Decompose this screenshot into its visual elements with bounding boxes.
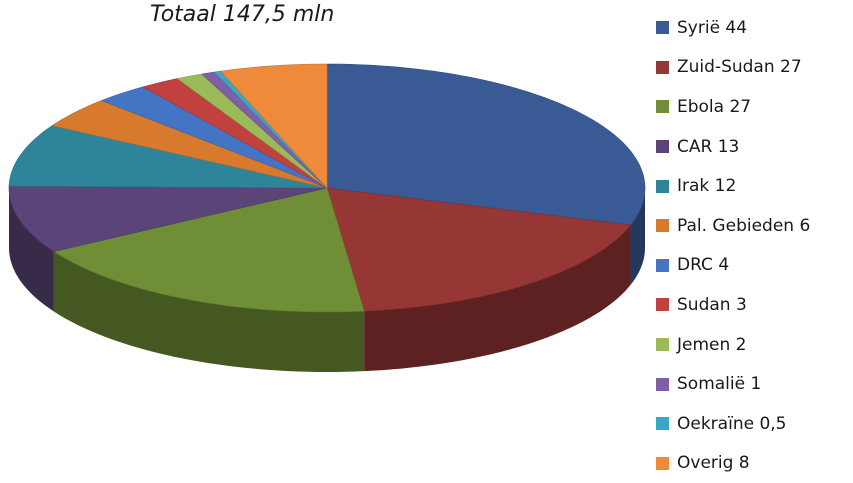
legend-swatch xyxy=(656,140,669,154)
pie-side-zuid-sudan-27 xyxy=(364,225,631,372)
legend-label: Overig 8 xyxy=(677,453,750,474)
legend: Syrië 44 Zuid-Sudan 27 Ebola 27 CAR 13 Irak … xyxy=(656,8,852,483)
legend-item-pal-gebieden-6: Pal. Gebieden 6 xyxy=(656,206,852,246)
legend-label: Pal. Gebieden 6 xyxy=(677,215,811,236)
pie-slice-jemen-2 xyxy=(176,73,328,189)
legend-item-oekraine-0-5: Oekraïne 0,5 xyxy=(656,404,852,444)
pie-slice-drc-4 xyxy=(100,86,328,189)
legend-label: Ebola 27 xyxy=(677,96,752,117)
legend-item-somalie-1: Somalië 1 xyxy=(656,364,852,404)
legend-item-irak-12: Irak 12 xyxy=(656,166,852,206)
legend-swatch xyxy=(656,456,669,470)
pie-slice-car-13 xyxy=(8,185,328,252)
pie-side-car-13 xyxy=(9,188,54,312)
legend-item-zuid-sudan-27: Zuid-Sudan 27 xyxy=(656,48,852,88)
pie-slice-zuid-sudan-27 xyxy=(326,187,632,312)
legend-swatch xyxy=(656,377,669,391)
pie-tops xyxy=(8,63,646,313)
pie-side-ebola-27 xyxy=(53,251,365,372)
pie-slice-syrie-44 xyxy=(326,63,646,226)
legend-label: DRC 4 xyxy=(677,255,730,276)
pie-slice-ebola-27 xyxy=(53,187,365,313)
legend-swatch xyxy=(656,60,669,74)
pie-side-syrie-44 xyxy=(630,188,645,286)
legend-label: CAR 13 xyxy=(677,136,740,157)
pie-chart xyxy=(8,63,646,372)
legend-label: Syrië 44 xyxy=(677,17,748,38)
legend-label: Zuid-Sudan 27 xyxy=(677,57,802,78)
legend-swatch xyxy=(656,21,669,35)
pie-sides xyxy=(9,188,645,372)
pie-slice-overig-8 xyxy=(220,63,328,189)
legend-swatch xyxy=(656,258,669,272)
legend-swatch xyxy=(656,100,669,114)
legend-label: Oekraïne 0,5 xyxy=(677,413,787,434)
legend-label: Irak 12 xyxy=(677,176,737,197)
legend-swatch xyxy=(656,219,669,233)
legend-label: Somalië 1 xyxy=(677,374,762,395)
legend-item-overig-8: Overig 8 xyxy=(656,444,852,483)
legend-swatch xyxy=(656,298,669,312)
chart-title: Totaal 147,5 mln xyxy=(150,2,335,27)
legend-swatch xyxy=(656,417,669,431)
legend-label: Sudan 3 xyxy=(677,294,747,315)
legend-item-jemen-2: Jemen 2 xyxy=(656,325,852,365)
legend-item-drc-4: DRC 4 xyxy=(656,246,852,286)
legend-swatch xyxy=(656,179,669,193)
legend-item-sudan-3: Sudan 3 xyxy=(656,285,852,325)
legend-item-car-13: CAR 13 xyxy=(656,127,852,167)
pie-slice-sudan-3 xyxy=(142,78,328,189)
legend-swatch xyxy=(656,338,669,352)
legend-label: Jemen 2 xyxy=(677,334,747,355)
legend-item-syrie-44: Syrië 44 xyxy=(656,8,852,48)
pie-slice-pal-gebieden-6 xyxy=(51,100,328,189)
legend-item-ebola-27: Ebola 27 xyxy=(656,87,852,127)
pie-slice-irak-12 xyxy=(8,125,328,189)
